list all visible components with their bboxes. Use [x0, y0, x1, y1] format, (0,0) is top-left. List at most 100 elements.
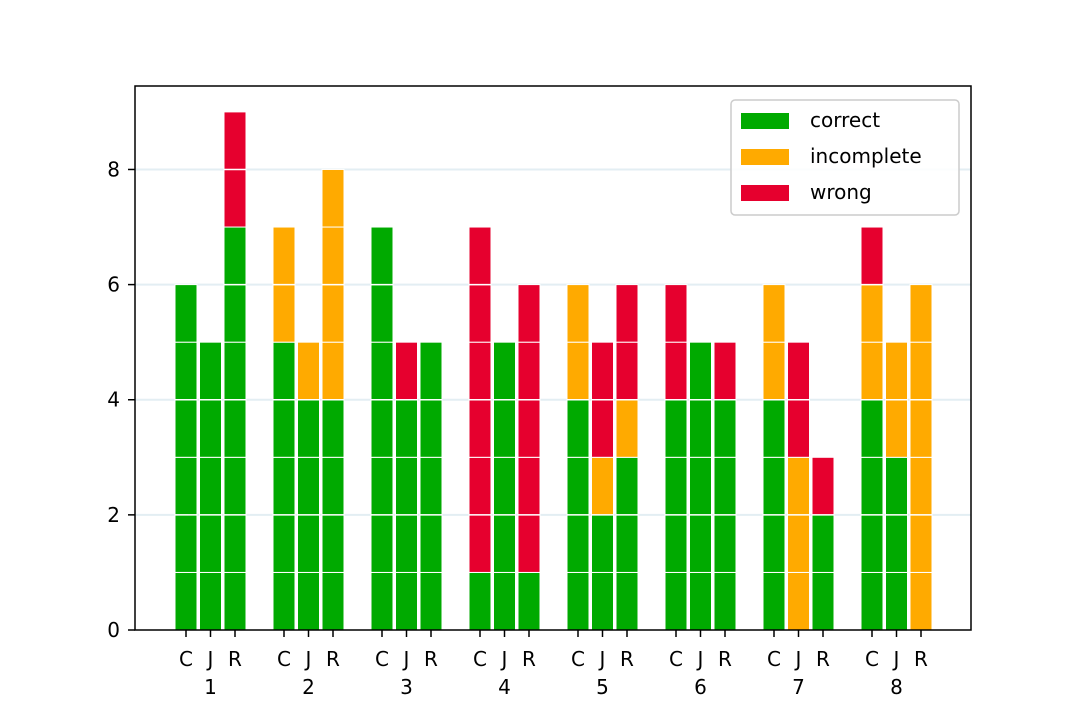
bar-segment-incomplete-2-C [272, 226, 296, 286]
bar-segment-correct-1-C [174, 284, 198, 343]
x-sub-label-5-R: R [620, 647, 634, 671]
bar-segment-correct-5-R [615, 571, 639, 631]
bar-segment-correct-7-R [811, 571, 835, 631]
bars [174, 111, 933, 631]
y-tick-label-8: 8 [107, 157, 120, 181]
x-sub-label-5-C: C [571, 647, 585, 671]
bar-segment-correct-8-J [885, 456, 908, 516]
x-sub-label-1-J: J [206, 647, 214, 671]
bar-segment-correct-2-C [272, 456, 296, 516]
bar-segment-correct-6-J [689, 514, 712, 573]
bar-segment-correct-2-J [297, 571, 320, 631]
bar-segment-correct-5-J [591, 514, 614, 573]
bar-segment-correct-6-J [689, 456, 712, 516]
x-sub-label-1-C: C [179, 647, 193, 671]
bar-segment-correct-3-J [395, 571, 418, 631]
bar-segment-correct-2-C [272, 341, 296, 401]
bar-segment-wrong-8-C [860, 226, 884, 286]
bar-segment-correct-5-C [566, 399, 590, 458]
bar-segment-wrong-1-R [223, 168, 247, 228]
bar-segment-wrong-4-R [517, 284, 541, 343]
bar-segment-correct-4-J [493, 341, 516, 401]
bar-segment-correct-3-C [370, 571, 394, 631]
x-group-label-3: 3 [400, 675, 413, 699]
bar-segment-wrong-4-R [517, 341, 541, 401]
x-sub-label-7-C: C [767, 647, 781, 671]
bar-segment-correct-1-C [174, 399, 198, 458]
bar-segment-correct-5-J [591, 571, 614, 631]
x-sub-label-6-J: J [696, 647, 704, 671]
bar-segment-correct-2-J [297, 399, 320, 458]
bar-segment-wrong-7-J [787, 341, 810, 401]
legend-swatch-incomplete [741, 149, 789, 165]
bar-segment-wrong-6-C [664, 341, 688, 401]
bar-segment-wrong-6-R [713, 341, 737, 401]
x-sub-label-3-C: C [375, 647, 389, 671]
bar-segment-correct-2-J [297, 456, 320, 516]
bar-segment-correct-7-C [762, 399, 786, 458]
bar-segment-correct-5-R [615, 514, 639, 573]
bar-segment-incomplete-2-C [272, 284, 296, 343]
bar-segment-correct-3-C [370, 341, 394, 401]
bar-segment-correct-8-C [860, 514, 884, 573]
bar-segment-correct-4-C [468, 571, 492, 631]
x-sub-label-3-R: R [424, 647, 438, 671]
bar-segment-wrong-5-R [615, 284, 639, 343]
bar-segment-correct-4-J [493, 456, 516, 516]
x-group-label-2: 2 [302, 675, 315, 699]
bar-segment-correct-6-C [664, 514, 688, 573]
bar-segment-wrong-4-C [468, 341, 492, 401]
bar-segment-wrong-5-J [591, 399, 614, 458]
bar-segment-incomplete-7-C [762, 341, 786, 401]
x-group-label-7: 7 [792, 675, 805, 699]
bar-segment-correct-6-C [664, 399, 688, 458]
x-sub-label-2-C: C [277, 647, 291, 671]
bar-segment-correct-3-C [370, 399, 394, 458]
bar-segment-incomplete-7-C [762, 284, 786, 343]
bar-segment-correct-1-J [199, 341, 222, 401]
x-sub-label-6-R: R [718, 647, 732, 671]
bar-segment-correct-7-R [811, 514, 835, 573]
bar-segment-incomplete-8-C [860, 284, 884, 343]
bar-segment-wrong-7-J [787, 399, 810, 458]
bar-segment-correct-5-C [566, 456, 590, 516]
bar-segment-incomplete-2-J [297, 341, 320, 401]
bar-segment-correct-2-J [297, 514, 320, 573]
bar-segment-correct-8-C [860, 456, 884, 516]
bar-segment-incomplete-8-J [885, 399, 908, 458]
x-group-label-1: 1 [204, 675, 217, 699]
x-sub-label-8-J: J [892, 647, 900, 671]
bar-segment-correct-3-C [370, 514, 394, 573]
bar-segment-correct-4-J [493, 399, 516, 458]
y-tick-label-6: 6 [107, 273, 120, 297]
legend-swatch-wrong [741, 185, 789, 201]
bar-segment-correct-1-R [223, 284, 247, 343]
bar-segment-wrong-4-C [468, 456, 492, 516]
bar-segment-correct-6-C [664, 456, 688, 516]
bar-segment-correct-4-R [517, 571, 541, 631]
bar-segment-correct-3-J [395, 456, 418, 516]
bar-segment-correct-2-C [272, 514, 296, 573]
bar-segment-correct-3-J [395, 514, 418, 573]
bar-segment-wrong-4-R [517, 514, 541, 573]
bar-segment-correct-3-R [419, 571, 443, 631]
bar-segment-incomplete-2-R [321, 226, 345, 286]
bar-segment-incomplete-7-J [787, 571, 810, 631]
bar-segment-wrong-4-C [468, 226, 492, 286]
bar-segment-wrong-5-J [591, 341, 614, 401]
bar-segment-correct-3-C [370, 456, 394, 516]
bar-segment-correct-1-J [199, 456, 222, 516]
bar-segment-correct-1-C [174, 571, 198, 631]
bar-segment-incomplete-8-R [909, 571, 933, 631]
bar-segment-correct-6-R [713, 399, 737, 458]
bar-segment-correct-2-C [272, 571, 296, 631]
bar-segment-correct-6-R [713, 456, 737, 516]
x-sub-label-4-C: C [473, 647, 487, 671]
bar-segment-correct-2-R [321, 514, 345, 573]
bar-segment-correct-1-C [174, 456, 198, 516]
bar-segment-correct-6-J [689, 399, 712, 458]
bar-segment-wrong-7-R [811, 456, 835, 516]
bar-segment-correct-2-R [321, 399, 345, 458]
